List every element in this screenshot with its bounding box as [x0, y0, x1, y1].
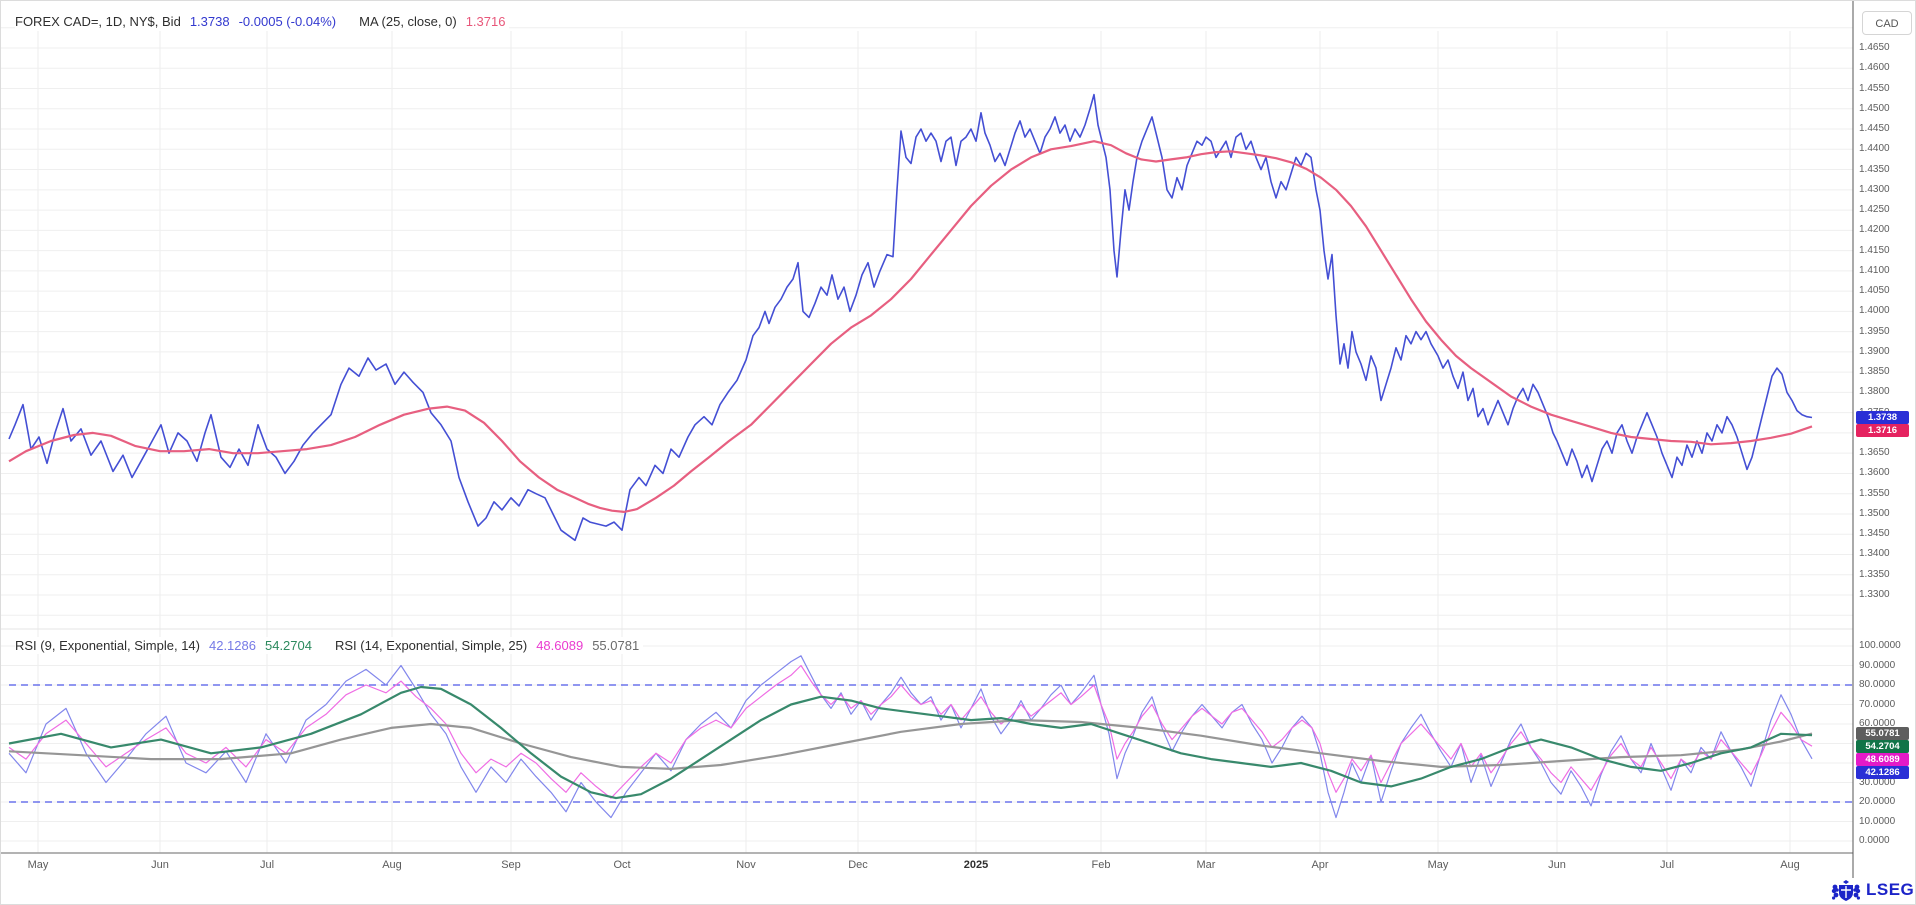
price-series-cad-bid	[8, 93, 1813, 542]
last-value-badge: 55.0781	[1856, 727, 1909, 741]
rsi-series-rsi-9-smoothing-14-	[8, 685, 1813, 800]
change-value: -0.0005 (-0.04%)	[238, 14, 337, 29]
rsi14-label: RSI (14, Exponential, Simple, 25)	[334, 638, 528, 653]
last-value-badge: 1.3716	[1856, 424, 1909, 438]
price-pane-legend[interactable]: FOREX CAD=, 1D, NY$, Bid 1.3738 -0.0005 …	[15, 13, 510, 30]
time-axis-label: Jul	[1659, 859, 1675, 871]
price-axis-label: 1.3600	[1859, 467, 1890, 479]
price-axis-label: 1.4050	[1859, 285, 1890, 297]
time-axis-label: Aug	[1780, 859, 1800, 871]
rsi9-value: 42.1286	[208, 638, 256, 653]
lseg-logo-text: LSEG	[1866, 880, 1915, 899]
price-series-ma-25-close-0-	[8, 140, 1813, 513]
price-axis-label: 1.3800	[1859, 386, 1890, 398]
time-axis-label: Dec	[848, 859, 868, 871]
time-axis-label: Jun	[151, 859, 169, 871]
price-axis-label: 1.4500	[1859, 102, 1890, 114]
time-axis-label: Mar	[1196, 859, 1216, 871]
lseg-logo: LSEG	[1831, 878, 1914, 902]
price-axis-label: 1.4250	[1859, 204, 1890, 216]
rsi-axis-label: 10.0000	[1859, 815, 1896, 827]
time-axis-label: 2025	[963, 859, 989, 871]
price-axis-label: 1.3950	[1859, 325, 1890, 337]
price-axis-label: 1.3300	[1859, 589, 1890, 600]
rsi-series-rsi-14-smoothing-25-	[8, 718, 1813, 771]
price-axis-label: 1.3350	[1859, 568, 1890, 580]
price-axis-label: 1.4550	[1859, 82, 1890, 94]
price-axis-label: 1.3400	[1859, 548, 1890, 560]
price-axis-label: 1.4100	[1859, 264, 1890, 276]
price-axis-label: 1.4350	[1859, 163, 1890, 175]
time-axis-label: May	[27, 859, 49, 871]
time-axis-label: Jun	[1548, 859, 1566, 871]
time-axis-label: Feb	[1091, 859, 1111, 871]
last-value-badge: 42.1286	[1856, 766, 1909, 780]
ma-label: MA (25, close, 0)	[359, 14, 457, 29]
rsi-axis-label: 60.0000	[1859, 718, 1896, 729]
rsi-series-rsi-14	[8, 664, 1813, 799]
time-axis-label: Oct	[613, 859, 631, 871]
time-axis-label: Jul	[259, 859, 275, 871]
rsi14-value: 48.6089	[536, 638, 584, 653]
rsi-axis-label: 30.0000	[1859, 776, 1896, 788]
price-axis-label: 1.3500	[1859, 507, 1890, 519]
price-axis-label: 1.4450	[1859, 123, 1890, 135]
price-axis-label: 1.4000	[1859, 305, 1890, 317]
time-axis-label: Apr	[1311, 859, 1329, 871]
rsi-axis-label: 20.0000	[1859, 796, 1896, 807]
time-axis-label: May	[1427, 859, 1449, 871]
price-axis-label: 1.3850	[1859, 366, 1890, 378]
currency-chip[interactable]: CAD	[1862, 11, 1912, 35]
bid-value: 1.3738	[189, 14, 230, 29]
lseg-crest-icon	[1831, 880, 1861, 901]
rsi-pane-legend[interactable]: RSI (9, Exponential, Simple, 14) 42.1286…	[15, 637, 644, 654]
rsi9-label: RSI (9, Exponential, Simple, 14)	[15, 638, 200, 653]
ma-value: 1.3716	[465, 14, 506, 29]
last-value-badge: 1.3738	[1856, 411, 1909, 425]
rsi-axis-label: 0.0000	[1859, 835, 1890, 846]
chart-canvas[interactable]	[1, 1, 1916, 881]
price-axis-label: 1.3450	[1859, 528, 1890, 540]
price-axis-label: 1.4150	[1859, 244, 1890, 256]
last-value-badge: 54.2704	[1856, 740, 1909, 754]
rsi-axis-label: 90.0000	[1859, 659, 1896, 671]
last-value-badge: 48.6089	[1856, 753, 1909, 767]
price-axis-label: 1.4200	[1859, 224, 1890, 236]
time-axis-label: Aug	[382, 859, 402, 871]
price-axis-label: 1.3900	[1859, 345, 1890, 357]
rsi-axis-label: 70.0000	[1859, 698, 1896, 710]
rsi-series-rsi-9	[8, 655, 1813, 819]
price-axis-label: 1.4300	[1859, 183, 1890, 195]
instrument-label: FOREX CAD=, 1D, NY$, Bid	[15, 14, 181, 29]
time-axis-label: Nov	[736, 859, 756, 871]
price-axis-label: 1.4650	[1859, 42, 1890, 53]
price-axis-label: 1.3550	[1859, 487, 1890, 499]
time-axis-label: Sep	[501, 859, 521, 871]
price-axis-label: 1.3650	[1859, 447, 1890, 459]
rsi-axis-label: 100.0000	[1859, 640, 1901, 651]
rsi9-smooth-value: 54.2704	[264, 638, 312, 653]
price-axis-label: 1.4600	[1859, 62, 1890, 74]
rsi14-smooth-value: 55.0781	[592, 638, 640, 653]
price-axis-label: 1.4400	[1859, 143, 1890, 155]
rsi-axis-label: 80.0000	[1859, 679, 1896, 690]
